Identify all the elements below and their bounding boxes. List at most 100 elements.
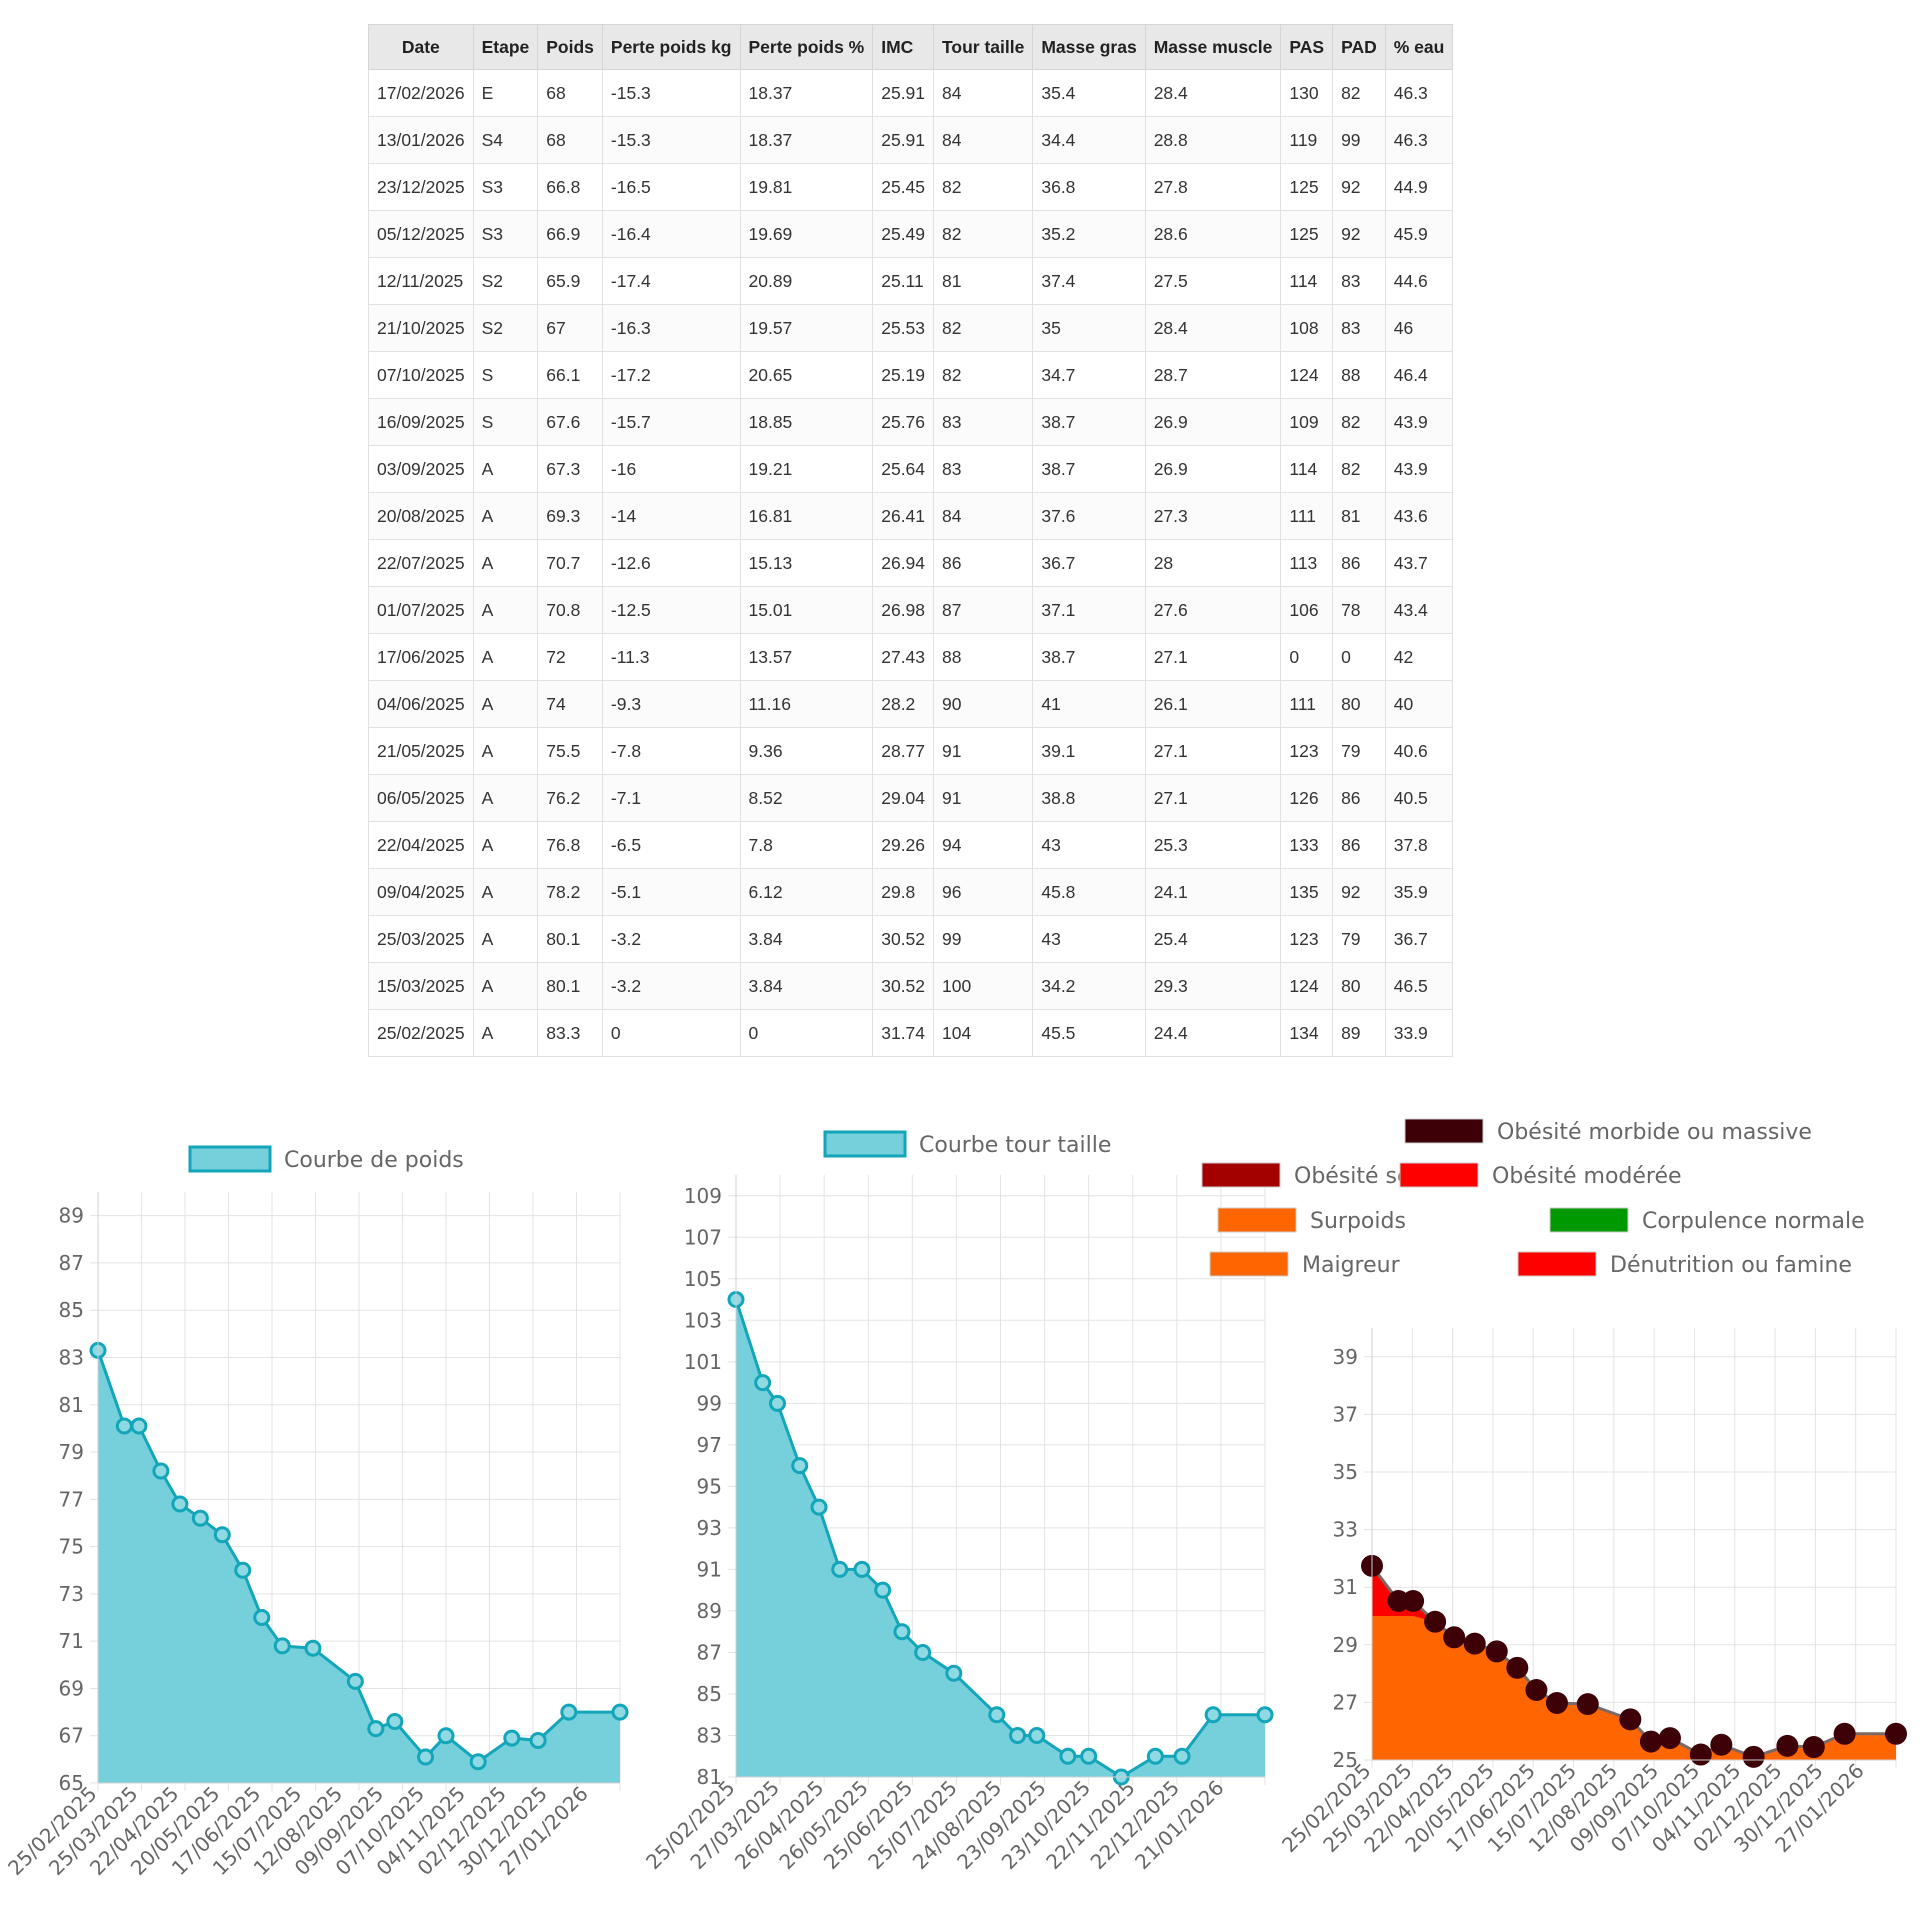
table-row: 01/07/2025 A 70.8 -12.5 15.01 26.98 87 37.1 27.6… [368, 586, 1454, 634]
series-area [736, 1299, 1265, 1777]
table-cell: 29.8 [872, 868, 935, 916]
table-cell: 66.8 [537, 163, 603, 211]
table-cell: 29.04 [872, 774, 935, 822]
table-cell: 25.49 [872, 210, 935, 258]
data-point [1742, 1745, 1765, 1768]
table-cell: 90 [933, 680, 1034, 728]
table-cell: 28.7 [1144, 351, 1282, 399]
data-point [1256, 1706, 1274, 1724]
table-row: 25/03/2025 A 80.1 -3.2 3.84 30.52 99 43 25.4 123 7… [368, 915, 1454, 963]
table-cell: 76.2 [537, 774, 603, 822]
table-cell: 45.9 [1384, 210, 1454, 258]
column-header: Perte poids kg [601, 24, 741, 70]
table-header-row: Date Etape Poids Perte poids kg Perte poids … [368, 24, 1454, 70]
legend-swatch [1404, 1118, 1484, 1144]
table-cell: 126 [1280, 774, 1334, 822]
table-cell: -16 [601, 445, 741, 493]
table-cell: -3.2 [601, 915, 741, 963]
data-point [234, 1561, 252, 1579]
table-row: 23/12/2025 S3 66.8 -16.5 19.81 25.45 82 36.8 27.… [368, 163, 1454, 211]
table-row: 21/10/2025 S2 67 -16.3 19.57 25.53 82 35 28.4 108… [368, 304, 1454, 352]
overweight-area [1372, 1616, 1896, 1760]
table-cell: 68 [537, 69, 603, 117]
table-cell: 88 [1332, 351, 1386, 399]
table-cell: 83 [933, 398, 1034, 446]
table-cell: 35.2 [1032, 210, 1146, 258]
table-cell: 15.01 [739, 586, 874, 634]
table-cell: 92 [1332, 163, 1386, 211]
table-cell: 0 [1332, 633, 1386, 681]
table-cell: 130 [1280, 69, 1334, 117]
table-cell: 8.52 [739, 774, 874, 822]
table-cell: 28.8 [1144, 116, 1282, 164]
data-point [469, 1753, 487, 1771]
table-cell: 15.13 [739, 539, 874, 587]
table-cell: 19.81 [739, 163, 874, 211]
table-cell: 0 [739, 1009, 874, 1057]
table-cell: 43.9 [1384, 398, 1454, 446]
table-cell: 26.1 [1144, 680, 1282, 728]
table-cell: 09/04/2025 [368, 868, 474, 916]
table-cell: 28.2 [872, 680, 935, 728]
table-cell: -9.3 [601, 680, 741, 728]
table-cell: 46.3 [1384, 69, 1454, 117]
table-cell: 104 [933, 1009, 1034, 1057]
measurements-table-wrapper: Date Etape Poids Perte poids kg Perte poids … [368, 24, 1454, 1057]
data-point [1009, 1726, 1027, 1744]
table-cell: 80 [1332, 680, 1386, 728]
y-tick-label: 83 [697, 1723, 722, 1747]
table-cell: 37.1 [1032, 586, 1146, 634]
table-cell: 75.5 [537, 727, 603, 775]
table-cell: 25.64 [872, 445, 935, 493]
data-point [191, 1509, 209, 1527]
table-cell: 3.84 [739, 962, 874, 1010]
table-cell: -16.4 [601, 210, 741, 258]
legend-label: Corpulence normale [1642, 1209, 1865, 1234]
column-header: Poids [537, 24, 603, 70]
table-cell: 68 [537, 116, 603, 164]
data-point [437, 1727, 455, 1745]
table-cell: 28.4 [1144, 304, 1282, 352]
table-cell: 06/05/2025 [368, 774, 474, 822]
table-cell: S [472, 398, 539, 446]
table-cell: 82 [1332, 445, 1386, 493]
table-cell: 43 [1032, 821, 1146, 869]
table-cell: -16.3 [601, 304, 741, 352]
table-cell: 65.9 [537, 257, 603, 305]
table-cell: 70.8 [537, 586, 603, 634]
data-point [130, 1417, 148, 1435]
column-header: Perte poids % [739, 24, 874, 70]
column-header: % eau [1384, 24, 1454, 70]
table-cell: 01/07/2025 [368, 586, 474, 634]
data-point [115, 1417, 133, 1435]
data-point [304, 1639, 322, 1657]
table-row: 15/03/2025 A 80.1 -3.2 3.84 30.52 100 34.2 29.3 1… [368, 962, 1454, 1010]
table-cell: 22/07/2025 [368, 539, 474, 587]
table-cell: S2 [472, 257, 539, 305]
data-point [831, 1560, 849, 1578]
data-point [1506, 1656, 1529, 1679]
column-header: Tour taille [933, 24, 1034, 70]
table-cell: 72 [537, 633, 603, 681]
table-cell: 78 [1332, 586, 1386, 634]
data-point [1525, 1679, 1548, 1702]
legend-swatch [1549, 1207, 1629, 1233]
y-tick-label: 103 [684, 1308, 722, 1332]
legend-label: Courbe tour taille [919, 1133, 1111, 1158]
table-cell: -16.5 [601, 163, 741, 211]
table-cell: 76.8 [537, 821, 603, 869]
table-cell: 89 [1332, 1009, 1386, 1057]
table-cell: 92 [1332, 210, 1386, 258]
table-cell: 44.6 [1384, 257, 1454, 305]
table-cell: -12.5 [601, 586, 741, 634]
bmi-chart: 252729313335373925/02/202525/03/202522/0… [1201, 1118, 1907, 1857]
data-point [1485, 1640, 1508, 1663]
table-cell: 86 [933, 539, 1034, 587]
data-point [346, 1672, 364, 1690]
table-cell: S3 [472, 210, 539, 258]
y-tick-label: 81 [697, 1765, 722, 1789]
y-tick-label: 107 [684, 1225, 722, 1249]
table-cell: 27.43 [872, 633, 935, 681]
table-cell: 66.1 [537, 351, 603, 399]
y-tick-label: 77 [59, 1487, 84, 1511]
